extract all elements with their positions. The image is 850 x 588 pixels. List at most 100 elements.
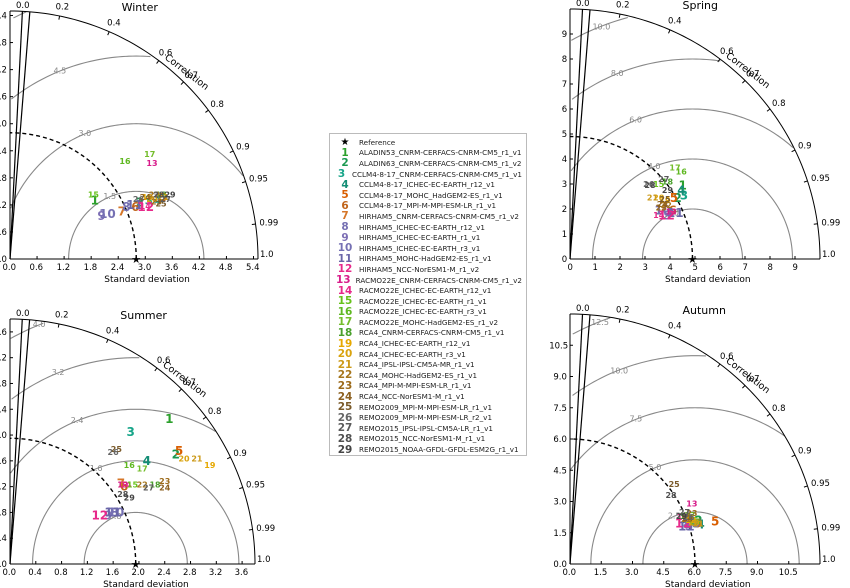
rms-arc-label: 0.8 xyxy=(109,512,122,521)
corr-tick-label: 0.2 xyxy=(56,2,70,12)
corr-tick-label: 0.7 xyxy=(182,378,196,388)
legend-entry: 29 REMO2015_NOAA-GFDL-GFDL-ESM2G_r1_v1 xyxy=(334,444,522,456)
x-tick-label: 1.2 xyxy=(57,263,71,273)
rms-arc-label: 1.6 xyxy=(90,464,103,473)
model-point: 14 xyxy=(677,513,689,522)
model-point: 5 xyxy=(158,191,166,205)
model-point: 29 xyxy=(164,191,176,200)
x-tick-label: 3 xyxy=(643,263,648,273)
x-axis-label: Standard deviation xyxy=(104,275,190,285)
y-tick-label: 4.5 xyxy=(553,466,567,476)
rms-arc xyxy=(642,511,748,565)
reference-point: ★ xyxy=(131,558,141,571)
model-point: 6 xyxy=(120,480,128,494)
corr-tick-label: 0.2 xyxy=(616,305,630,315)
model-point: 18 xyxy=(680,512,692,521)
model-point: 20 xyxy=(146,195,158,204)
model-point: 13 xyxy=(117,480,128,489)
legend-entry-label: HIRHAM5_NCC-NorESM1-M_r1_v2 xyxy=(359,264,480,274)
corr-tick-label: 0.99 xyxy=(256,524,275,534)
legend-entry-key: 8 xyxy=(341,221,349,234)
model-point: 26 xyxy=(643,180,655,189)
x-tick-label: 1 xyxy=(593,263,598,273)
model-point: 8 xyxy=(122,200,130,214)
model-point: 9 xyxy=(97,209,105,223)
x-tick-label: 5.4 xyxy=(246,263,260,273)
rms-arc xyxy=(571,16,628,41)
corr-tick-label: 0.4 xyxy=(668,17,682,27)
reference-std-arc xyxy=(9,437,137,565)
x-tick-label: 7 xyxy=(743,263,748,273)
model-point: 29 xyxy=(124,493,136,502)
model-point: 4 xyxy=(143,454,151,468)
x-tick-label: 0.8 xyxy=(54,568,68,578)
corr-tick-label: 0.8 xyxy=(210,100,224,110)
x-tick-label: 0.0 xyxy=(3,568,17,578)
y-tick-label: 6 xyxy=(562,105,567,115)
y-tick-label: 0.4 xyxy=(0,534,7,544)
model-point: 26 xyxy=(108,448,120,457)
legend-entry-label: RACMO22E_ICHEC-EC-EARTH_r1_v1 xyxy=(359,296,487,306)
corr-tick-label: 0.2 xyxy=(55,310,69,320)
correlation-axis-label: Correlation xyxy=(162,52,210,93)
rms-arc xyxy=(572,355,706,396)
legend-entry-label: RCA4_MOHC-HadGEM2-ES_r1_v1 xyxy=(359,370,478,380)
corr-tick xyxy=(202,416,207,420)
x-tick-label: 1.2 xyxy=(80,568,94,578)
corr-tick xyxy=(668,334,671,339)
reference-std-arc xyxy=(9,132,137,260)
legend-entry: 28 REMO2015_NCC-NorESM1-M_r1_v1 xyxy=(334,433,522,445)
model-point: 24 xyxy=(140,193,152,202)
x-tick-label: 0.0 xyxy=(563,568,577,578)
legend-entry: 4 CCLM4-8-17_ICHEC-EC-EARTH_r12_v1 xyxy=(334,179,522,191)
model-point: 2 xyxy=(172,447,180,461)
legend-entry-key: 23 xyxy=(337,379,353,392)
corr-ray xyxy=(9,11,31,260)
model-point: 25 xyxy=(155,200,167,209)
legend-entry-label: HIRHAM5_ICHEC-EC-EARTH_r1_v1 xyxy=(359,233,481,243)
legend-entry-label: RCA4_ICHEC-EC-EARTH_r3_v1 xyxy=(359,349,466,359)
y-tick-label: 0.8 xyxy=(0,508,7,518)
legend-entry: 22 RCA4_MOHC-HadGEM2-ES_r1_v1 xyxy=(334,369,522,381)
corr-tick xyxy=(106,339,109,344)
corr-tick xyxy=(766,108,771,112)
legend-entry: 1 ALADIN53_CNRM-CERFACS-CNRM-CM5_r1_v1 xyxy=(334,147,522,159)
x-tick-label: 0 xyxy=(568,263,573,273)
model-point: 11 xyxy=(126,198,143,212)
corr-ray xyxy=(9,11,23,260)
legend-entry-label: RCA4_CNRM-CERFACS-CNRM-CM5_r1_v1 xyxy=(359,328,505,338)
x-tick-label: 4.5 xyxy=(656,568,670,578)
corr-tick-label: 0.0 xyxy=(576,304,590,314)
legend-entry: 21 RCA4_IPSL-IPSL-CM5A-MR_r1_v1 xyxy=(334,359,522,371)
panel-title: Autumn xyxy=(683,304,726,317)
legend-entry-key: 6 xyxy=(341,199,349,212)
model-point: 9 xyxy=(685,520,693,534)
x-axis-label: Standard deviation xyxy=(103,580,189,588)
rms-arc-label: 8.0 xyxy=(611,69,624,78)
x-tick-label: 6.0 xyxy=(688,568,702,578)
model-point: 22 xyxy=(137,480,148,489)
model-point: 3 xyxy=(126,425,134,439)
corr-tick-label: 0.4 xyxy=(106,326,120,336)
x-tick-label: 1.5 xyxy=(594,568,608,578)
model-point: 20 xyxy=(653,194,665,203)
legend-entry: 19 RCA4_ICHEC-EC-EARTH_r12_v1 xyxy=(334,338,522,350)
model-point: 8 xyxy=(683,517,691,531)
legend-entry-label: CCLM4-8-17_MPI-M-MPI-ESM-LR_r1_v1 xyxy=(359,201,497,211)
legend-entry-label: RCA4_ICHEC-EC-EARTH_r12_v1 xyxy=(359,339,471,349)
model-point: 4 xyxy=(677,183,685,197)
legend-entry-label: CCLM4-8-17_ICHEC-EC-EARTH_r12_v1 xyxy=(359,180,496,190)
corr-tick xyxy=(248,528,253,531)
model-point: 23 xyxy=(686,509,697,518)
model-point: 22 xyxy=(661,201,672,210)
legend-entry-key: 17 xyxy=(337,316,353,329)
correlation-axis-label: Correlation xyxy=(724,50,772,91)
model-point: 19 xyxy=(685,516,697,525)
model-point: 12 xyxy=(137,200,154,214)
legend-entry: 5 CCLM4-8-17_MOHC_HadGEM2-ES_r1_v1 xyxy=(334,189,522,201)
model-point: 17 xyxy=(137,464,148,473)
legend-entry-key: 18 xyxy=(337,326,353,339)
model-point: 1 xyxy=(91,193,99,207)
taylor-panel-summer: 0.8 1.6 2.4 3.2 4.0 0.2 0.4 0.6 0.7 0.8 0.9 0.95 0.9… xyxy=(0,309,275,588)
legend-entry-key: 9 xyxy=(341,231,349,244)
